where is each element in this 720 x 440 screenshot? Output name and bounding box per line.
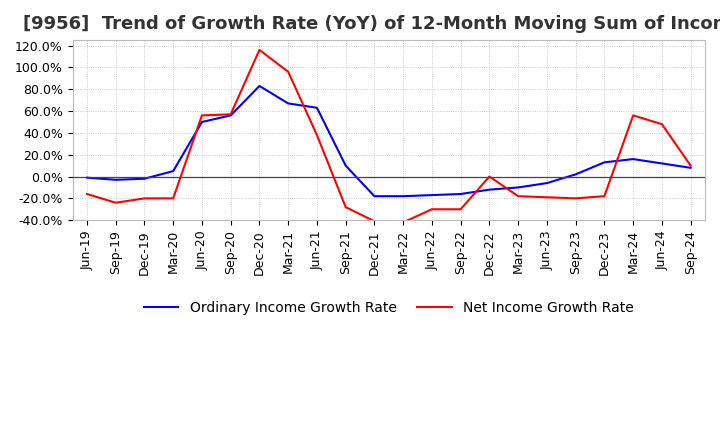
- Ordinary Income Growth Rate: [370, 194, 379, 199]
- Net Income Growth Rate: [255, 47, 264, 52]
- Ordinary Income Growth Rate: [197, 119, 206, 125]
- Ordinary Income Growth Rate: [428, 192, 436, 198]
- Net Income Growth Rate: [600, 194, 608, 199]
- Net Income Growth Rate: [169, 196, 178, 201]
- Ordinary Income Growth Rate: [485, 187, 494, 192]
- Net Income Growth Rate: [341, 205, 350, 210]
- Net Income Growth Rate: [284, 69, 292, 74]
- Ordinary Income Growth Rate: [514, 185, 523, 190]
- Title: [9956]  Trend of Growth Rate (YoY) of 12-Month Moving Sum of Incomes: [9956] Trend of Growth Rate (YoY) of 12-…: [23, 15, 720, 33]
- Ordinary Income Growth Rate: [686, 165, 695, 170]
- Ordinary Income Growth Rate: [341, 163, 350, 168]
- Net Income Growth Rate: [657, 121, 666, 127]
- Net Income Growth Rate: [485, 174, 494, 179]
- Net Income Growth Rate: [629, 113, 637, 118]
- Net Income Growth Rate: [140, 196, 149, 201]
- Ordinary Income Growth Rate: [312, 105, 321, 110]
- Legend: Ordinary Income Growth Rate, Net Income Growth Rate: Ordinary Income Growth Rate, Net Income …: [138, 296, 639, 321]
- Ordinary Income Growth Rate: [226, 113, 235, 118]
- Ordinary Income Growth Rate: [600, 160, 608, 165]
- Ordinary Income Growth Rate: [629, 157, 637, 162]
- Ordinary Income Growth Rate: [456, 191, 465, 197]
- Net Income Growth Rate: [456, 207, 465, 212]
- Ordinary Income Growth Rate: [140, 176, 149, 181]
- Ordinary Income Growth Rate: [112, 177, 120, 183]
- Ordinary Income Growth Rate: [83, 175, 91, 180]
- Net Income Growth Rate: [83, 191, 91, 197]
- Net Income Growth Rate: [112, 200, 120, 205]
- Line: Net Income Growth Rate: Net Income Growth Rate: [87, 50, 690, 222]
- Net Income Growth Rate: [197, 113, 206, 118]
- Ordinary Income Growth Rate: [657, 161, 666, 166]
- Net Income Growth Rate: [543, 194, 552, 200]
- Net Income Growth Rate: [514, 194, 523, 199]
- Net Income Growth Rate: [399, 220, 408, 225]
- Net Income Growth Rate: [370, 219, 379, 224]
- Ordinary Income Growth Rate: [169, 169, 178, 174]
- Ordinary Income Growth Rate: [255, 83, 264, 88]
- Net Income Growth Rate: [312, 132, 321, 138]
- Net Income Growth Rate: [226, 112, 235, 117]
- Ordinary Income Growth Rate: [284, 101, 292, 106]
- Ordinary Income Growth Rate: [543, 180, 552, 186]
- Ordinary Income Growth Rate: [572, 172, 580, 177]
- Net Income Growth Rate: [686, 163, 695, 168]
- Line: Ordinary Income Growth Rate: Ordinary Income Growth Rate: [87, 86, 690, 196]
- Ordinary Income Growth Rate: [399, 194, 408, 199]
- Net Income Growth Rate: [572, 196, 580, 201]
- Net Income Growth Rate: [428, 207, 436, 212]
